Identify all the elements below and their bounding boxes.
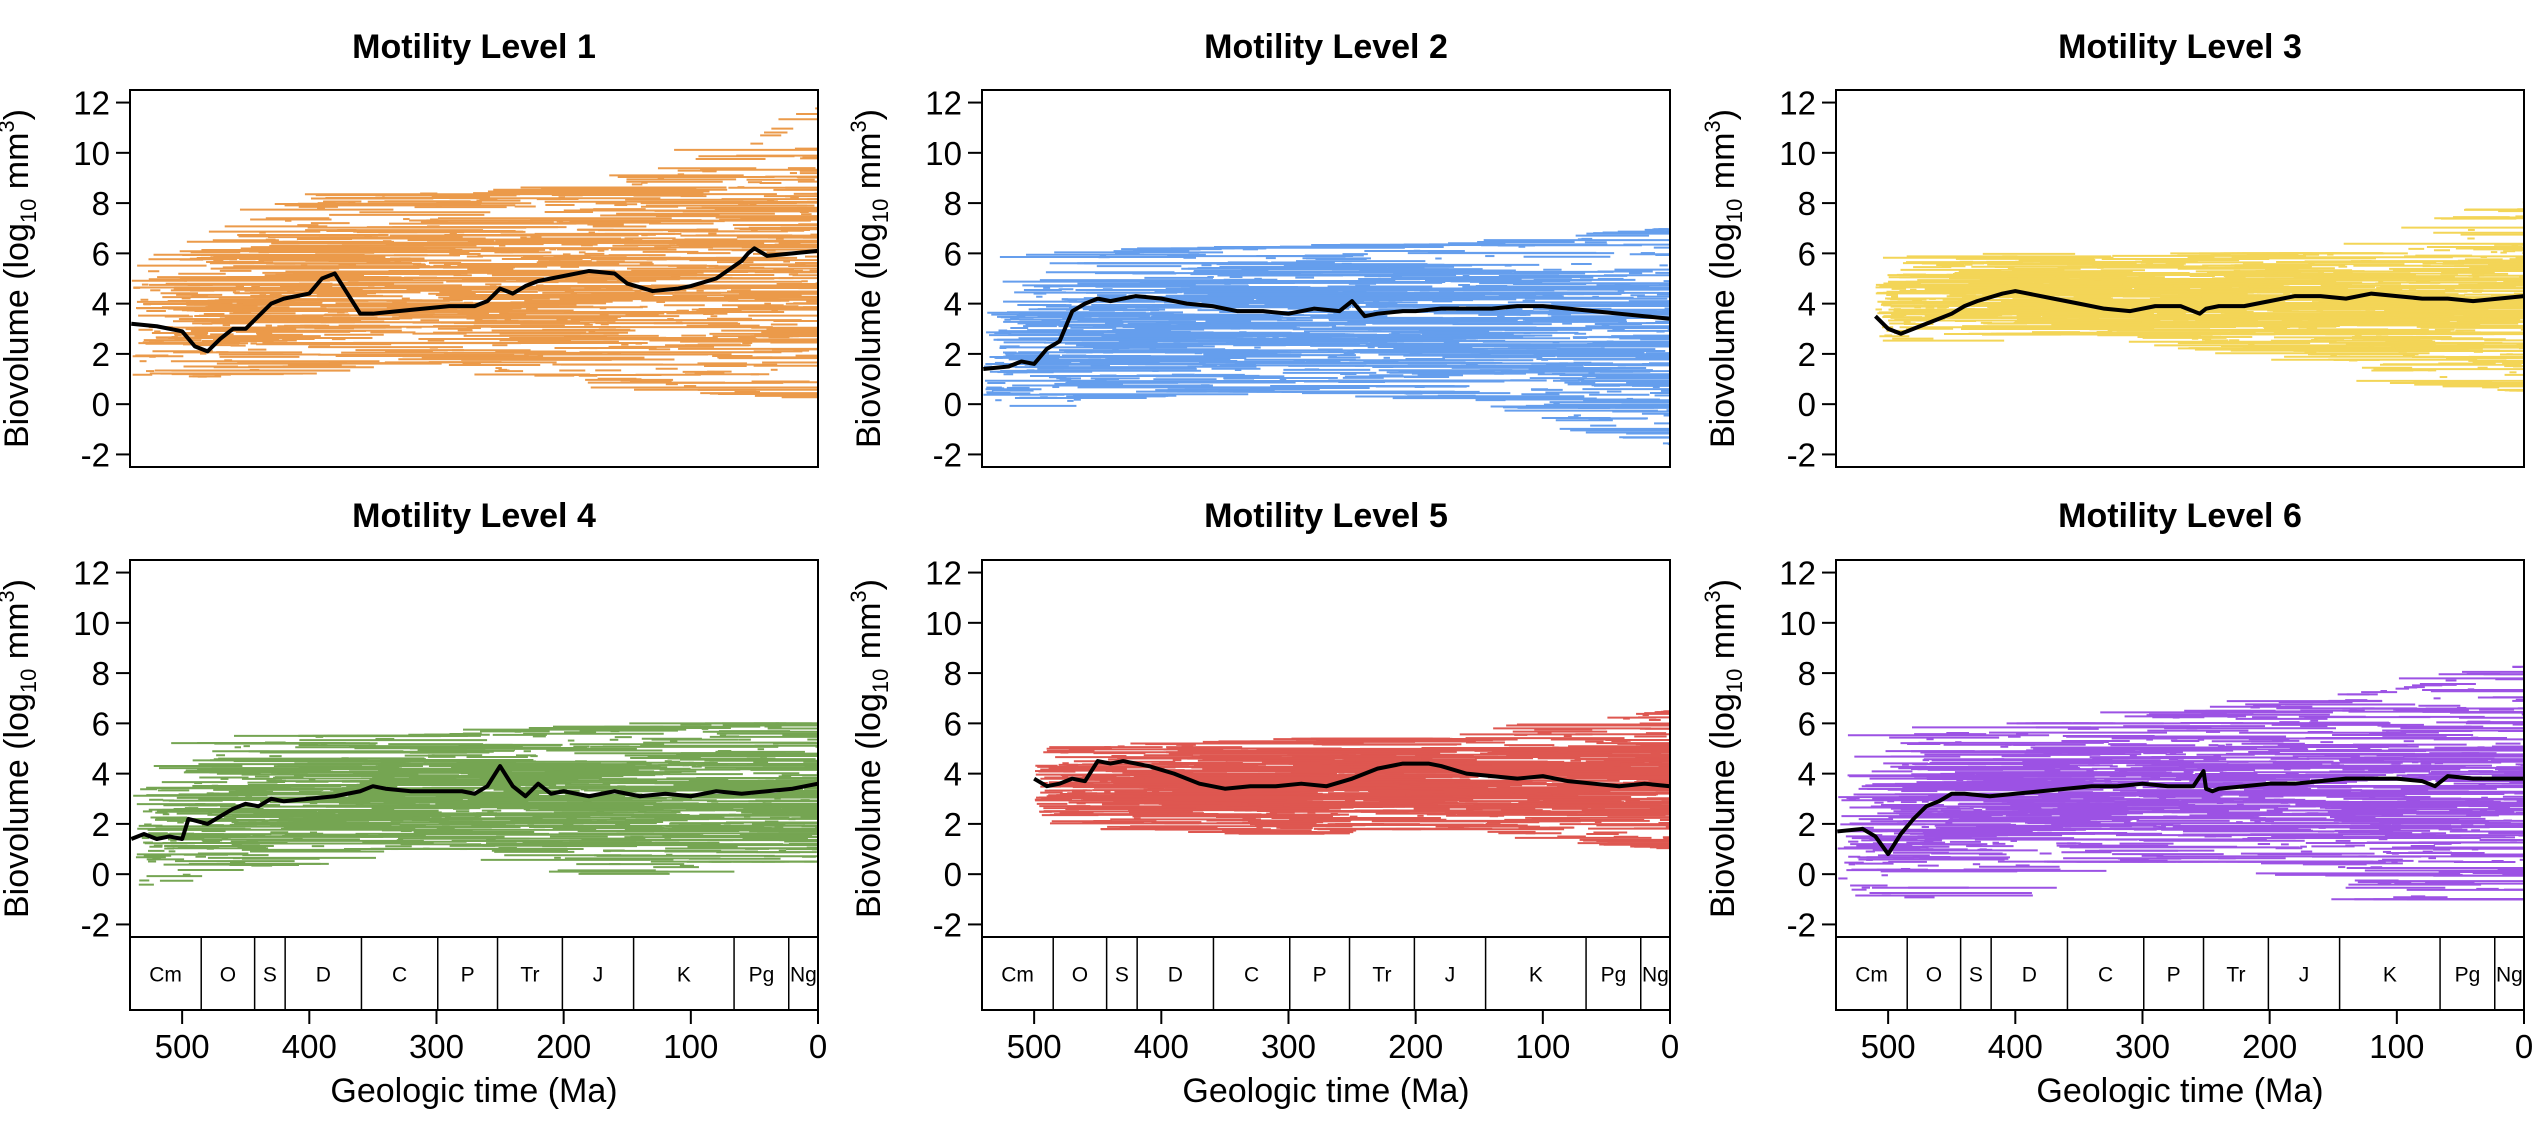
- y-tick-label: 10: [925, 135, 962, 172]
- panel-2: Motility Level 2 -2 0 2 4 6 8 10 12 Biovolume (lo…: [846, 28, 1671, 473]
- y-tick-label: 8: [944, 185, 962, 222]
- panel-title: Motility Level 5: [1204, 497, 1448, 535]
- x-tick-label: 100: [663, 1028, 718, 1065]
- panel-1: Motility Level 1 -2 0 2 4 6 8 10 12 Biovolume (lo…: [0, 28, 819, 473]
- x-tick-label: 0: [809, 1028, 827, 1065]
- y-tick-label: 12: [73, 85, 110, 122]
- period-label: J: [593, 964, 604, 987]
- y-tick-label: 6: [1798, 235, 1816, 272]
- y-tick-label: 12: [925, 85, 962, 122]
- x-tick-label: 200: [536, 1028, 591, 1065]
- y-tick-label: 2: [92, 336, 110, 373]
- y-axis-label: Biovolume (log10 mm3): [0, 109, 41, 448]
- y-tick-label: 10: [73, 135, 110, 172]
- y-tick-label: 0: [92, 386, 110, 423]
- y-tick-label: 6: [92, 705, 110, 742]
- period-label: Tr: [520, 964, 539, 987]
- y-axis-label: Biovolume (log10 mm3): [0, 579, 41, 918]
- y-tick-label: 4: [92, 286, 110, 323]
- y-tick-label: 6: [92, 235, 110, 272]
- mean-line: [983, 294, 1671, 371]
- panel-title: Motility Level 1: [352, 28, 596, 66]
- range-bars: [1875, 201, 2524, 392]
- y-tick-label: 4: [944, 286, 962, 323]
- period-box: [129, 936, 819, 1011]
- x-tick-label: 500: [155, 1028, 210, 1065]
- y-tick-label: 0: [1798, 386, 1816, 423]
- x-axis-label: Geologic time (Ma): [330, 1072, 617, 1110]
- y-tick-label: 12: [73, 555, 110, 592]
- range-bars: [131, 107, 818, 399]
- y-tick-label: 10: [1779, 135, 1816, 172]
- y-tick-label: 4: [1798, 286, 1816, 323]
- y-tick-label: 0: [92, 856, 110, 893]
- y-tick-label: 8: [1798, 185, 1816, 222]
- period-label: K: [677, 964, 691, 987]
- y-tick-label: -2: [933, 436, 962, 473]
- period-strip: Cm O S D C P Tr J K Pg Ng: [129, 936, 819, 1011]
- y-tick-label: 6: [944, 235, 962, 272]
- period-label: C: [392, 964, 407, 987]
- y-tick-label: -2: [1787, 436, 1816, 473]
- x-tick-label: 300: [409, 1028, 464, 1065]
- period-label: O: [220, 964, 236, 987]
- panel-title: Motility Level 3: [2058, 28, 2302, 66]
- range-bars: [133, 722, 818, 886]
- plot-frame: [1835, 89, 2525, 468]
- period-label: D: [316, 964, 331, 987]
- plot-frame: [981, 89, 1671, 468]
- y-axis-label: Biovolume (log10 mm3): [1700, 109, 1747, 448]
- y-axis-label: Biovolume (log10 mm3): [846, 109, 893, 448]
- y-tick-label: 10: [73, 605, 110, 642]
- y-tick-label: -2: [81, 436, 110, 473]
- mean-line: [131, 246, 819, 354]
- y-tick-label: 8: [92, 185, 110, 222]
- mean-line: [130, 764, 819, 841]
- panel-title: Motility Level 4: [352, 497, 596, 535]
- y-tick-label: -2: [81, 906, 110, 943]
- period-label: S: [263, 964, 277, 987]
- period-label: Cm: [149, 964, 182, 987]
- x-tick-label: 400: [282, 1028, 337, 1065]
- period-label: Ng: [790, 964, 817, 987]
- panel-title: Motility Level 2: [1204, 28, 1448, 66]
- period-label: P: [461, 964, 475, 987]
- y-tick-label: 0: [944, 386, 962, 423]
- range-bars: [983, 228, 1670, 446]
- y-tick-label: 2: [944, 336, 962, 373]
- y-tick-label: 12: [1779, 85, 1816, 122]
- panel-3: Motility Level 3 -2 0 2 4 6 8 10 12 Biovolume (lo…: [1700, 28, 2525, 473]
- period-label: Pg: [749, 964, 775, 987]
- y-tick-label: 2: [1798, 336, 1816, 373]
- panel-4: Motility Level 4 -2 0 2 4 6 8 10 12 Biovolume (lo…: [0, 497, 827, 1110]
- mean-line: [1874, 289, 2525, 336]
- y-tick-label: 8: [92, 655, 110, 692]
- plot-frame: [129, 89, 819, 468]
- y-tick-label: 2: [92, 806, 110, 843]
- y-tick-label: 4: [92, 756, 110, 793]
